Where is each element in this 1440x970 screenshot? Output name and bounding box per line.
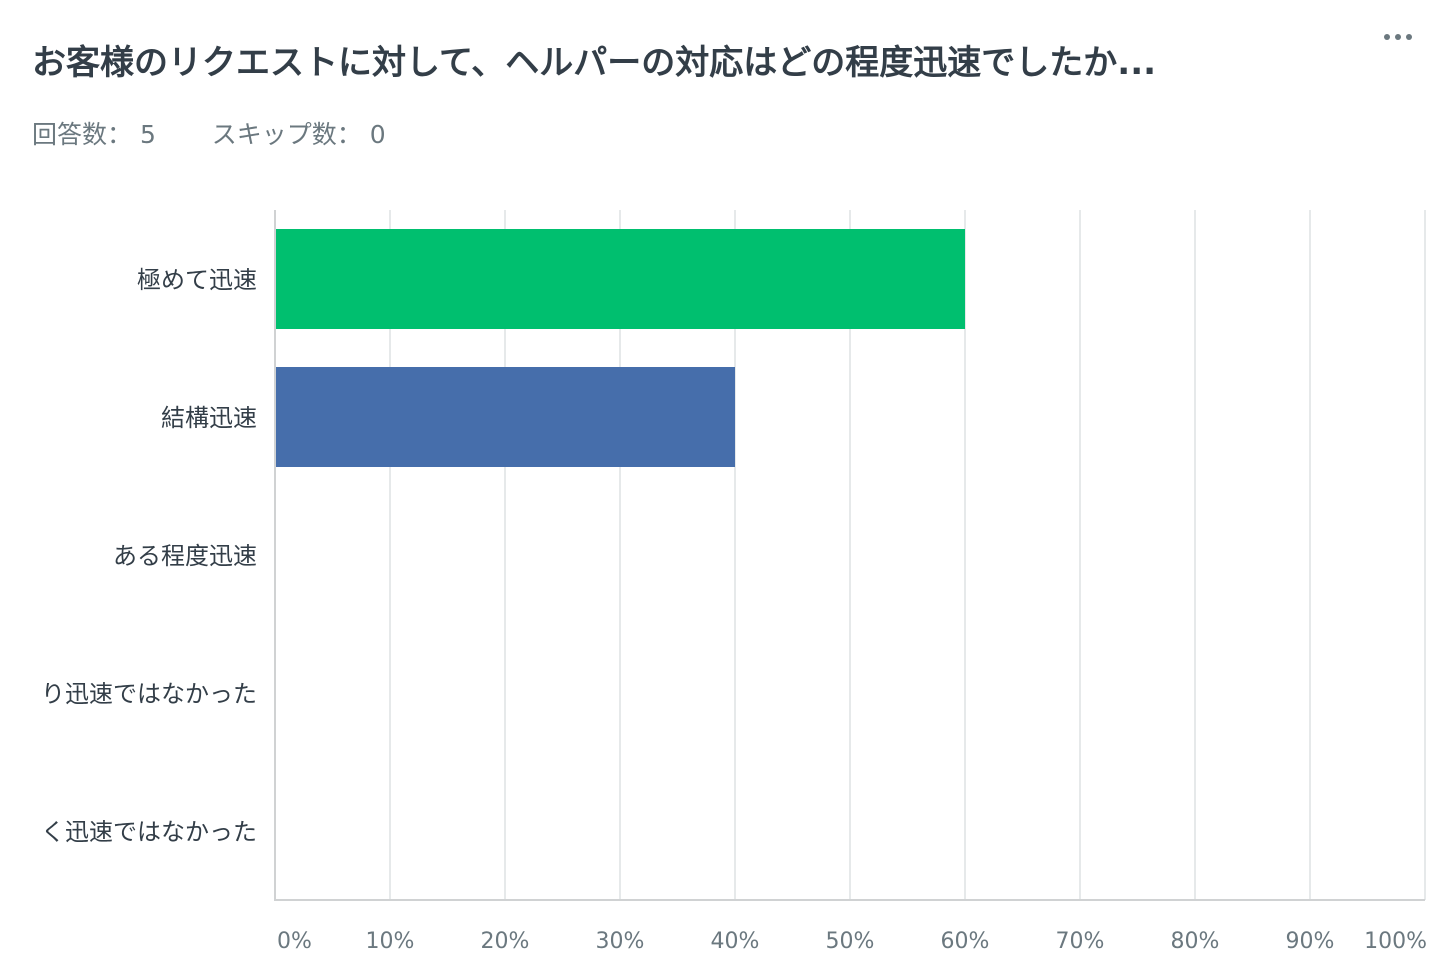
x-tick-label: 70%	[1056, 929, 1105, 954]
category-label: 極めて迅速	[137, 266, 257, 294]
more-options-button[interactable]	[1376, 20, 1420, 54]
x-tick-label: 60%	[941, 929, 990, 954]
skipped-count: 0	[369, 120, 386, 149]
more-horizontal-icon	[1384, 34, 1390, 40]
x-tick-label: 90%	[1286, 929, 1335, 954]
category-label: 結構迅速	[161, 404, 257, 432]
x-tick-label: 50%	[826, 929, 875, 954]
response-stats: 回答数： 5 スキップ数： 0	[32, 116, 386, 154]
category-label: ある程度迅速	[113, 542, 257, 570]
bar-0	[275, 229, 965, 329]
x-tick-label: 10%	[366, 929, 415, 954]
more-icon-dot	[1406, 34, 1412, 40]
responses-label: 回答数：	[32, 120, 133, 149]
x-tick-label: 80%	[1171, 929, 1220, 954]
x-tick-label: 40%	[711, 929, 760, 954]
skipped-label: スキップ数：	[211, 120, 362, 149]
category-label: く迅速ではなかった	[41, 818, 257, 846]
bar-1	[275, 367, 735, 467]
x-tick-label: 30%	[596, 929, 645, 954]
x-tick-label: 100%	[1364, 929, 1427, 954]
x-tick-label: 0%	[277, 929, 312, 954]
responses-count: 5	[139, 120, 156, 149]
more-icon-dot	[1395, 34, 1401, 40]
x-tick-label: 20%	[481, 929, 530, 954]
category-label: り迅速ではなかった	[41, 680, 257, 708]
